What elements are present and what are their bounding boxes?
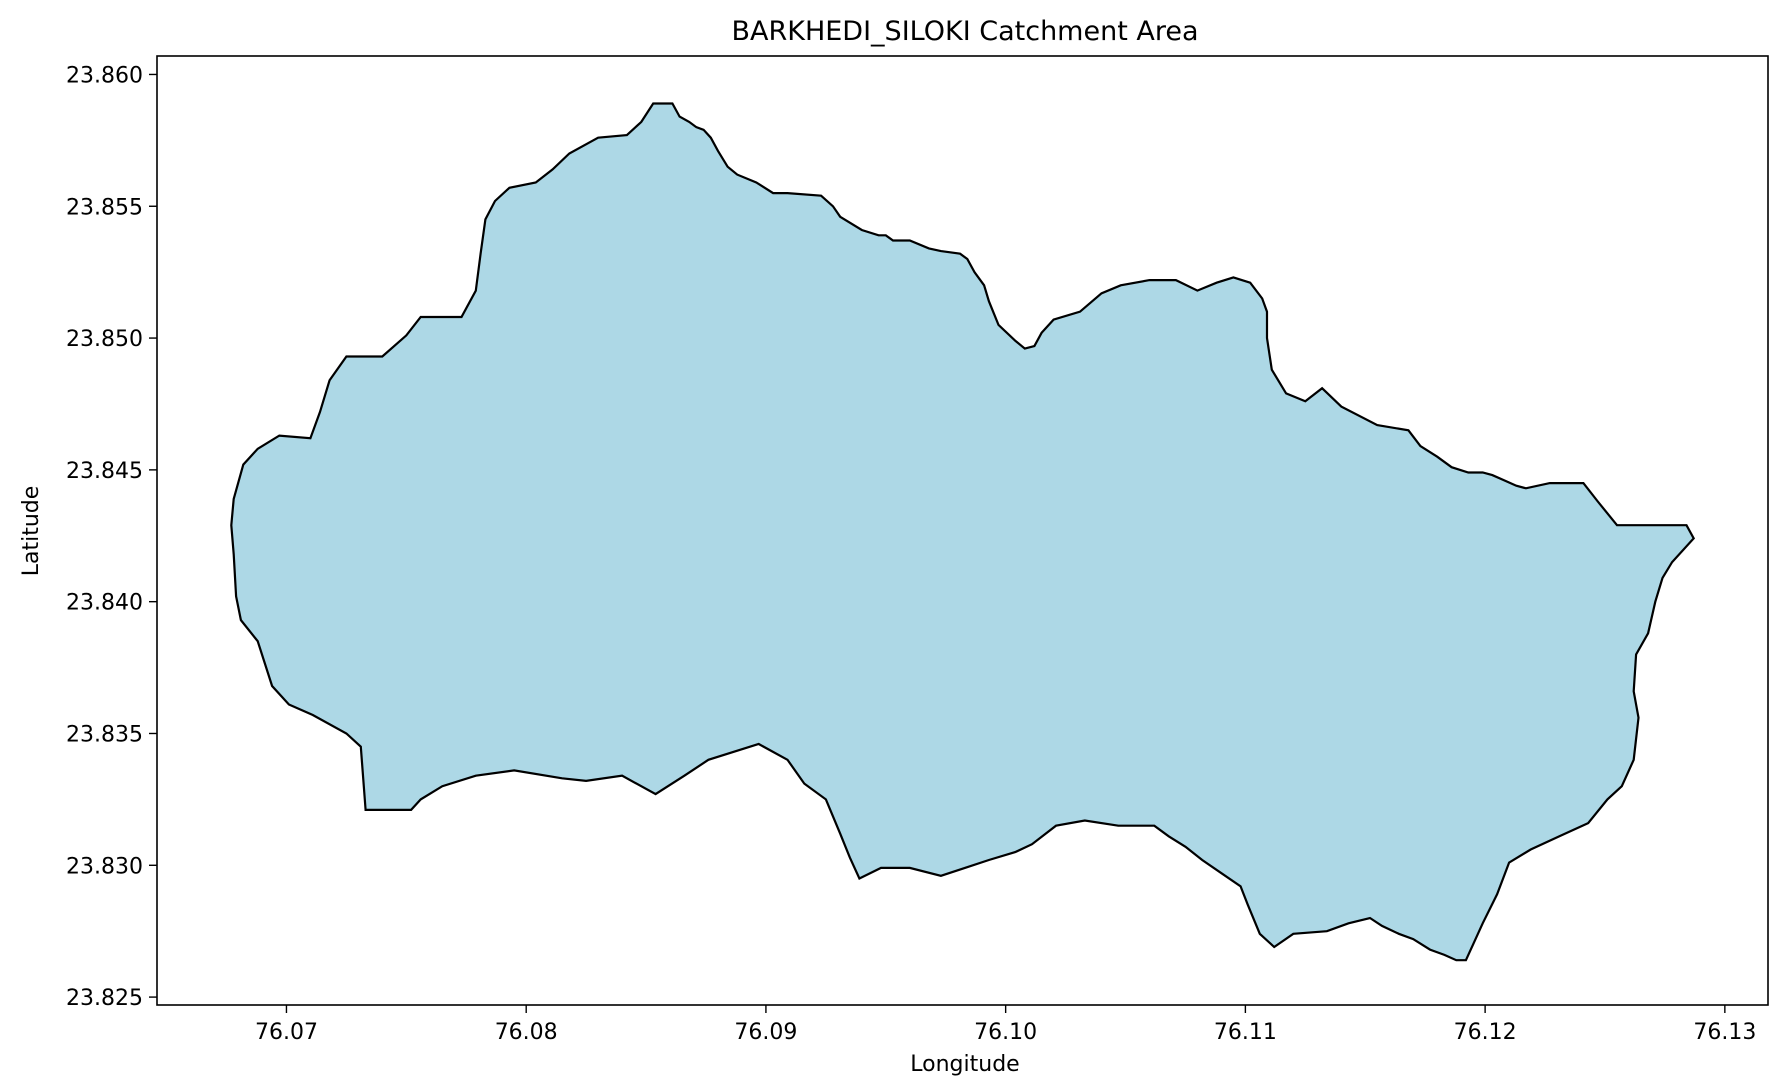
y-tick-label: 23.860 [66, 63, 143, 88]
x-tick-label: 76.09 [734, 1020, 797, 1045]
plot-area [230, 102, 1696, 962]
x-tick-label: 76.07 [255, 1020, 318, 1045]
chart-title: BARKHEDI_SILOKI Catchment Area [731, 16, 1198, 47]
y-tick-label: 23.830 [66, 854, 143, 879]
y-tick-label: 23.850 [66, 327, 143, 352]
x-tick-label: 76.10 [974, 1020, 1037, 1045]
x-tick-label: 76.13 [1693, 1020, 1756, 1045]
y-axis: 23.860 23.855 23.850 23.845 23.840 23.835 23.8… [66, 63, 157, 1011]
y-axis-label: Latitude [19, 486, 44, 577]
x-axis-label: Longitude [910, 1052, 1019, 1077]
catchment-area-polygon [230, 102, 1696, 962]
axes-frame [156, 55, 1769, 1006]
x-tick-label: 76.12 [1454, 1020, 1517, 1045]
x-tick-label: 76.08 [495, 1020, 558, 1045]
y-tick-label: 23.840 [66, 591, 143, 616]
x-tick-label: 76.11 [1214, 1020, 1277, 1045]
y-tick-label: 23.835 [66, 722, 143, 747]
y-tick-label: 23.855 [66, 195, 143, 220]
y-tick-label: 23.845 [66, 459, 143, 484]
x-axis: 76.07 76.08 76.09 76.10 76.11 76.12 76.13 [255, 1005, 1756, 1045]
y-tick-label: 23.825 [66, 986, 143, 1011]
